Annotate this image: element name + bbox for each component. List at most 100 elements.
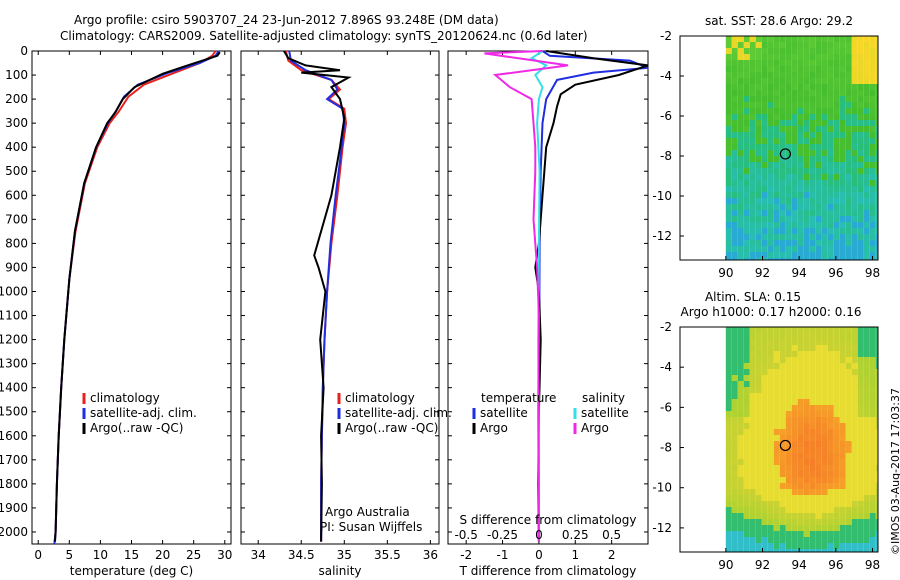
map-cell (827, 240, 834, 246)
map-cell (749, 126, 756, 132)
map-cell (755, 531, 762, 537)
map-cell (785, 357, 792, 363)
map-cell (803, 174, 810, 180)
map-cell (869, 246, 876, 252)
map-cell (833, 519, 840, 525)
map-cell (815, 252, 822, 258)
map-cell (803, 327, 810, 333)
map-cell (875, 132, 878, 138)
map-cell (755, 234, 762, 240)
map-cell (755, 210, 762, 216)
map-cell (797, 327, 804, 333)
map-cell (785, 234, 792, 240)
map-cell (725, 435, 732, 441)
map-cell (791, 537, 798, 543)
map-cell (761, 393, 768, 399)
map-cell (857, 252, 864, 258)
map-cell (743, 327, 750, 333)
map-cell (779, 234, 786, 240)
map-cell (857, 543, 864, 549)
map-cell (845, 405, 852, 411)
map-cell (731, 42, 738, 48)
map-cell (857, 477, 864, 483)
map-cell (845, 543, 852, 549)
map-cell (737, 54, 744, 60)
map-cell (797, 144, 804, 150)
map-cell (833, 549, 840, 552)
map-cell (791, 363, 798, 369)
map-cell (773, 42, 780, 48)
map-cell (857, 96, 864, 102)
map-cell (779, 357, 786, 363)
map-cell (791, 228, 798, 234)
map-cell (779, 435, 786, 441)
map-cell (815, 453, 822, 459)
map-cell (869, 327, 876, 333)
map-cell (833, 72, 840, 78)
map-cell (725, 327, 732, 333)
map-cell (773, 138, 780, 144)
map-cell (749, 36, 756, 42)
map-cell (737, 423, 744, 429)
map-cell (755, 339, 762, 345)
map-cell (731, 120, 738, 126)
map-cell (845, 126, 852, 132)
map-cell (779, 519, 786, 525)
map-cell (869, 483, 876, 489)
map-cell (833, 477, 840, 483)
map-cell (767, 363, 774, 369)
map-cell (755, 216, 762, 222)
map-cell (857, 417, 864, 423)
map-cell (779, 477, 786, 483)
map-cell (743, 477, 750, 483)
map-cell (821, 168, 828, 174)
map-cell (737, 453, 744, 459)
map-cell (869, 543, 876, 549)
map-cell (785, 258, 792, 260)
map-cell (761, 363, 768, 369)
map-cell (755, 36, 762, 42)
map-cell (827, 174, 834, 180)
map-cell (803, 471, 810, 477)
map-cell (869, 72, 876, 78)
y-tick-label: 1200 (0, 333, 28, 347)
map-cell (797, 423, 804, 429)
map-cell (725, 417, 732, 423)
map-cell (737, 477, 744, 483)
map-cell (815, 405, 822, 411)
map-cell (827, 483, 834, 489)
map-cell (755, 423, 762, 429)
map-cell (743, 381, 750, 387)
map-cell (821, 258, 828, 260)
map-cell (737, 357, 744, 363)
map-cell (737, 96, 744, 102)
map-cell (743, 399, 750, 405)
map-cell (767, 156, 774, 162)
map-cell (809, 42, 816, 48)
map-cell (803, 411, 810, 417)
map-cell (755, 363, 762, 369)
legend-label: climatology (90, 391, 160, 405)
map-cell (815, 447, 822, 453)
map-cell (767, 204, 774, 210)
map-cell (869, 216, 876, 222)
map-cell (743, 405, 750, 411)
y-tick-label: 1400 (0, 381, 28, 395)
map-cell (773, 198, 780, 204)
map-cell (839, 246, 846, 252)
map-cell (803, 102, 810, 108)
map-cell (851, 120, 858, 126)
series-line-satellite-adj-clim- (53, 50, 220, 545)
map-cell (833, 174, 840, 180)
map-cell (797, 549, 804, 552)
map-cell (767, 549, 774, 552)
map-cell (833, 156, 840, 162)
map-cell (791, 186, 798, 192)
map-cell (863, 411, 870, 417)
map-cell (863, 483, 870, 489)
map-cell (761, 411, 768, 417)
map-cell (731, 441, 738, 447)
y-tick-label: 1700 (0, 453, 28, 467)
map-cell (797, 501, 804, 507)
map-cell (827, 126, 834, 132)
